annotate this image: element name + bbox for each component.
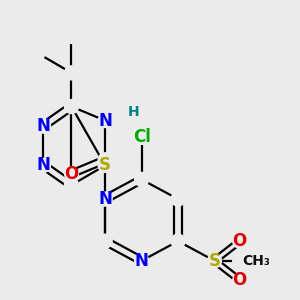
Text: Cl: Cl [133,128,151,146]
Circle shape [208,254,221,268]
Text: S: S [99,156,111,174]
Text: O: O [232,272,247,290]
Circle shape [36,119,50,133]
Circle shape [135,254,148,268]
Text: N: N [135,252,148,270]
Circle shape [233,273,247,287]
Circle shape [98,113,112,128]
Circle shape [233,254,247,268]
Circle shape [98,192,112,206]
Circle shape [64,100,79,113]
Text: H: H [128,105,139,119]
Circle shape [233,234,247,248]
Text: N: N [37,156,50,174]
Circle shape [171,234,185,248]
Circle shape [64,178,79,192]
Circle shape [171,192,185,206]
Circle shape [135,130,148,144]
Text: N: N [98,190,112,208]
Circle shape [64,167,79,181]
Text: O: O [232,232,247,250]
Text: N: N [98,112,112,130]
Circle shape [64,66,79,80]
Circle shape [135,172,148,187]
Text: N: N [37,117,50,135]
Circle shape [36,158,50,172]
Text: S: S [208,252,220,270]
Circle shape [98,153,112,167]
Circle shape [98,234,112,248]
Circle shape [64,29,79,44]
Text: O: O [64,165,79,183]
Circle shape [31,46,45,60]
Text: CH₃: CH₃ [243,254,271,268]
Circle shape [98,158,112,172]
